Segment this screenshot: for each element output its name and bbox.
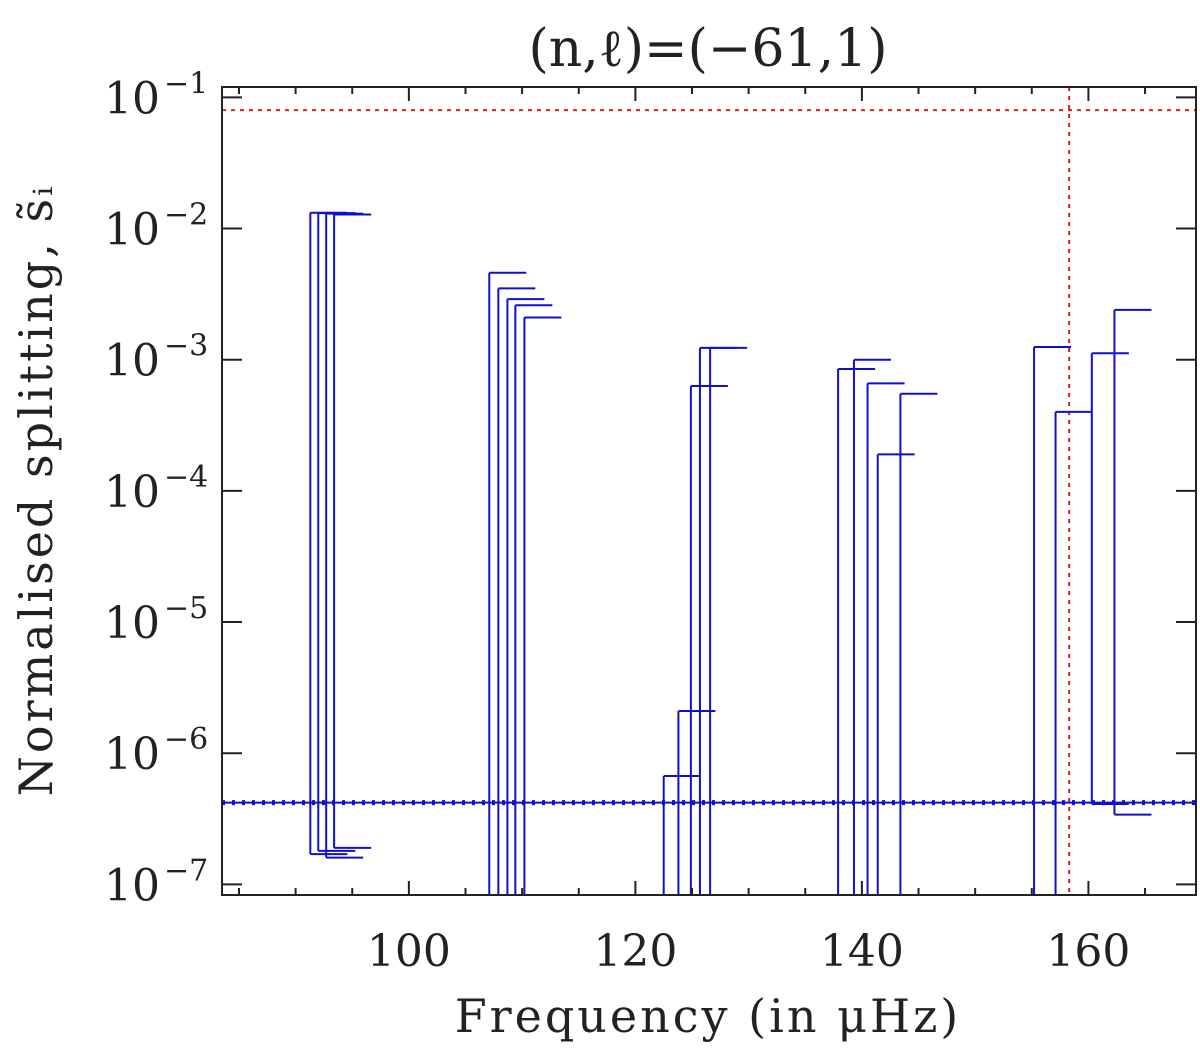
error-bar (709, 346, 748, 895)
y-tick-label: 10 −2 (104, 198, 208, 256)
error-bar (514, 304, 553, 895)
error-bar (1090, 352, 1129, 806)
x-tick-label: 160 (1046, 926, 1130, 977)
error-bar (309, 211, 348, 856)
error-bar (662, 775, 701, 895)
error-bar (333, 213, 372, 849)
error-bar (1033, 346, 1072, 895)
error-bar (876, 453, 915, 895)
y-tick-label: 10 −6 (104, 722, 208, 780)
error-bar (523, 316, 562, 895)
error-bar (317, 212, 356, 852)
y-tick-label: 10 −1 (104, 66, 208, 124)
error-bar (497, 287, 536, 895)
plot-area (222, 87, 1196, 895)
error-bar (488, 271, 527, 895)
y-tick-label: 10 −5 (104, 591, 208, 649)
error-bar (899, 392, 938, 895)
axis-ticks: 100 120 140 160 10−7 10−6 10−5 10−4 10−3 10−2 10−1 (104, 66, 1196, 977)
y-tick-label: 10 −7 (104, 853, 208, 911)
y-tick-label: 10 −4 (104, 460, 208, 518)
error-bar (1113, 308, 1152, 816)
error-bar (852, 358, 891, 895)
error-bar (506, 298, 545, 895)
error-bar (325, 212, 364, 859)
error-bar (866, 382, 905, 895)
error-bar (837, 367, 876, 895)
plot-frame (221, 86, 1197, 896)
x-tick-label: 100 (367, 926, 451, 977)
error-bar (1054, 410, 1093, 895)
y-axis-label: Normalised splitting, s̃ᵢ (9, 184, 63, 797)
error-bar (698, 346, 737, 895)
chart-title: (n,ℓ)=(−61,1) (529, 19, 888, 79)
x-tick-label: 120 (593, 926, 677, 977)
x-tick-label: 140 (820, 926, 904, 977)
y-tick-label: 10 −3 (104, 329, 208, 387)
x-axis-label: Frequency (in μHz) (455, 989, 962, 1043)
